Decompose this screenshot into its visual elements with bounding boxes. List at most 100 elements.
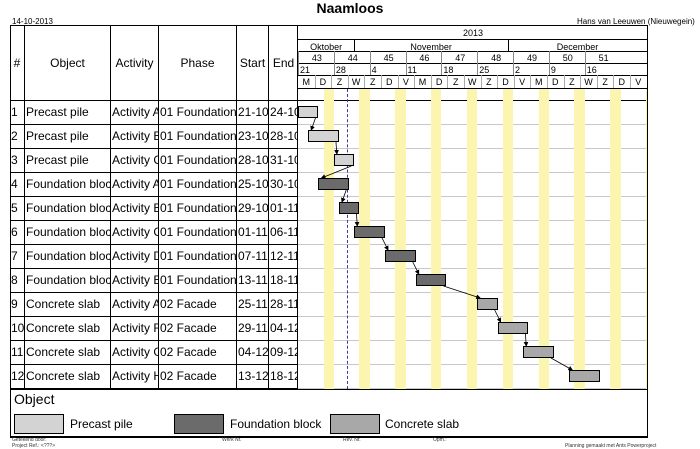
row-end: 24-10 [270, 105, 298, 119]
gantt-bar[interactable] [497, 322, 529, 334]
timeline-date: 18 [443, 65, 454, 75]
day-divider [397, 75, 399, 88]
column-divider [158, 26, 159, 389]
col-header-end[interactable]: End [272, 56, 295, 70]
day-divider [430, 75, 432, 88]
row-start: 25-11 [238, 297, 268, 311]
footer-drawn-by: Getekend door: [12, 437, 47, 443]
timeline-month: December [556, 42, 599, 52]
gantt-bar[interactable] [523, 346, 554, 358]
week-divider [333, 51, 335, 63]
row-phase: 01 Foundations [160, 177, 236, 191]
row-activity: Activity E [112, 273, 158, 287]
dependency-arrow[interactable] [310, 117, 316, 131]
row-number: 11 [11, 345, 24, 359]
row-divider [10, 388, 298, 389]
row-start: 13-11 [238, 273, 268, 287]
timeline-date: 25 [479, 65, 490, 75]
dependency-arrow[interactable] [354, 213, 360, 227]
row-phase: 01 Foundations [160, 201, 236, 215]
timeline-day: Z [336, 77, 343, 87]
row-number: 6 [11, 225, 18, 239]
weekend-band [610, 89, 621, 389]
row-object: Concrete slab [26, 297, 101, 311]
timeline-day: V [402, 77, 409, 87]
timeline-day: Z [569, 77, 575, 87]
gantt-frame [10, 25, 648, 437]
week-divider [298, 51, 299, 63]
timeline-divider [298, 51, 647, 52]
dependency-arrow[interactable] [443, 285, 481, 300]
day-divider [347, 75, 349, 88]
row-divider [10, 220, 298, 221]
dependency-arrow[interactable] [381, 237, 389, 251]
row-object: Precast pile [26, 129, 89, 143]
week-divider [441, 51, 443, 63]
row-activity: Activity D [112, 249, 158, 263]
dependency-arrow[interactable] [523, 333, 529, 347]
gantt-bar[interactable] [308, 130, 339, 142]
timeline-day: D [618, 77, 625, 87]
timeline-divider [298, 88, 647, 89]
gantt-bar[interactable] [415, 274, 447, 286]
col-header-phase[interactable]: Phase [180, 56, 215, 70]
col-header-activity[interactable]: Activity [115, 56, 154, 70]
gantt-bar[interactable] [318, 178, 350, 190]
weekend-band [466, 89, 478, 389]
day-divider [480, 75, 482, 88]
gantt-bar[interactable] [569, 370, 601, 382]
legend-swatch [174, 414, 224, 434]
timeline-date: 4 [371, 65, 377, 75]
dependency-arrow[interactable] [412, 261, 420, 275]
month-divider [507, 39, 509, 51]
weekend-band [395, 89, 406, 389]
dependency-arrow[interactable] [334, 141, 339, 155]
row-divider [10, 124, 298, 125]
row-end: 12-11 [270, 249, 298, 263]
row-phase: 01 Foundations [160, 249, 236, 263]
day-divider [497, 75, 499, 88]
row-divider [10, 244, 298, 245]
row-number: 3 [11, 153, 18, 167]
col-header-object[interactable]: Object [50, 56, 85, 70]
legend-label: Foundation block [230, 417, 322, 431]
row-divider [10, 364, 298, 365]
author-label: Hans van Leeuwen (Nieuwegein) [577, 17, 695, 26]
row-object: Foundation block [26, 249, 110, 263]
dependency-arrow[interactable] [320, 165, 352, 179]
row-end: 31-10 [270, 153, 298, 167]
timeline-divider [298, 63, 647, 64]
row-divider [10, 100, 298, 101]
timeline-date: 9 [550, 65, 556, 75]
row-number: 4 [11, 177, 18, 191]
row-number: 5 [11, 201, 18, 215]
timeline-day: Z [486, 77, 492, 87]
row-object: Precast pile [26, 153, 89, 167]
gantt-bar[interactable] [298, 106, 319, 118]
weekend-band [359, 89, 370, 389]
row-activity: Activity A [112, 177, 158, 191]
column-divider [297, 26, 298, 389]
gantt-bar[interactable] [477, 298, 498, 310]
dependency-arrow[interactable] [341, 189, 347, 203]
date-divider [405, 63, 407, 75]
timeline-day: V [519, 77, 526, 87]
row-phase: 01 Foundations [160, 129, 236, 143]
date-divider [369, 63, 371, 75]
day-divider [364, 75, 366, 88]
gantt-bar[interactable] [338, 202, 360, 214]
col-header-num[interactable]: # [13, 56, 21, 70]
weekend-band [323, 89, 334, 389]
timeline-day: D [319, 77, 327, 87]
day-divider [381, 75, 382, 88]
dependency-arrow[interactable] [494, 309, 502, 323]
row-number: 12 [11, 369, 24, 383]
dependency-arrow[interactable] [550, 357, 574, 371]
timeline-date: 16 [586, 65, 597, 75]
gantt-bar[interactable] [354, 226, 386, 238]
col-header-start[interactable]: Start [239, 56, 266, 70]
gantt-bar[interactable] [385, 250, 416, 262]
legend-divider [10, 389, 648, 390]
gantt-bar[interactable] [333, 154, 355, 166]
date-divider [441, 63, 443, 75]
